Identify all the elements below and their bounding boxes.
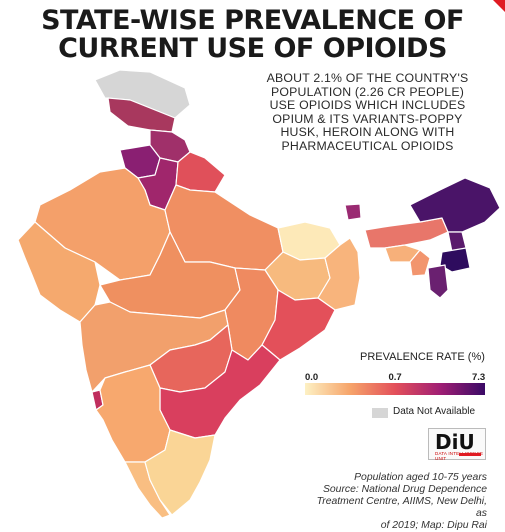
diu-logo: DiU DATA INTELLIGENCE UNIT <box>428 428 486 461</box>
region-tripura <box>409 249 431 277</box>
source-line: of 2019; Map: Dipu Rai <box>380 520 487 531</box>
logo-accent-bar <box>459 453 481 456</box>
legend-title: PREVALENCE RATE (%) <box>360 351 485 363</box>
region-sikkim <box>344 203 362 221</box>
legend-mid-label: 0.7 <box>388 372 402 383</box>
region-uttarakhand <box>175 151 226 193</box>
source-note: Population aged 10-75 years Source: Nati… <box>305 472 487 532</box>
logo-mark: DiU <box>435 430 475 454</box>
description-line: USE OPIOIDS WHICH INCLUDES <box>269 98 466 113</box>
source-line: Treatment Centre, AIIMS, New Delhi, as <box>316 496 487 519</box>
corner-accent <box>493 0 505 12</box>
page-title-line-1: STATE-WISE PREVALENCE OF <box>41 5 464 36</box>
description-line: PHARMACEUTICAL OPIOIDS <box>281 138 454 153</box>
legend-color-scale <box>305 383 485 395</box>
description-line: HUSK, HEROIN ALONG WITH <box>280 125 455 140</box>
region-assam <box>364 217 449 249</box>
description-line: ABOUT 2.1% OF THE COUNTRY'S <box>266 71 469 85</box>
region-tamil-nadu <box>144 429 216 516</box>
source-line: Source: National Drug Dependence <box>322 484 487 495</box>
source-line: Population aged 10-75 years <box>354 472 487 483</box>
description-line: POPULATION (2.26 CR PEOPLE) <box>270 84 465 99</box>
region-odisha <box>261 289 336 361</box>
page-title-line-2: CURRENT USE OF OPIOIDS <box>58 33 447 64</box>
legend-na-swatch <box>372 408 388 418</box>
legend-max-label: 7.3 <box>472 372 486 383</box>
legend-na-label: Data Not Available <box>393 406 476 417</box>
region-arunachal <box>409 177 501 233</box>
region-west-bengal <box>317 237 361 311</box>
description-text: ABOUT 2.1% OF THE COUNTRY'S POPULATION (… <box>245 71 490 154</box>
region-mizoram <box>427 264 449 299</box>
description-line: OPIUM & ITS VARIANTS-POPPY <box>272 111 463 126</box>
region-gujarat <box>17 221 101 323</box>
region-manipur <box>439 247 471 273</box>
legend-min-label: 0.0 <box>305 372 319 383</box>
